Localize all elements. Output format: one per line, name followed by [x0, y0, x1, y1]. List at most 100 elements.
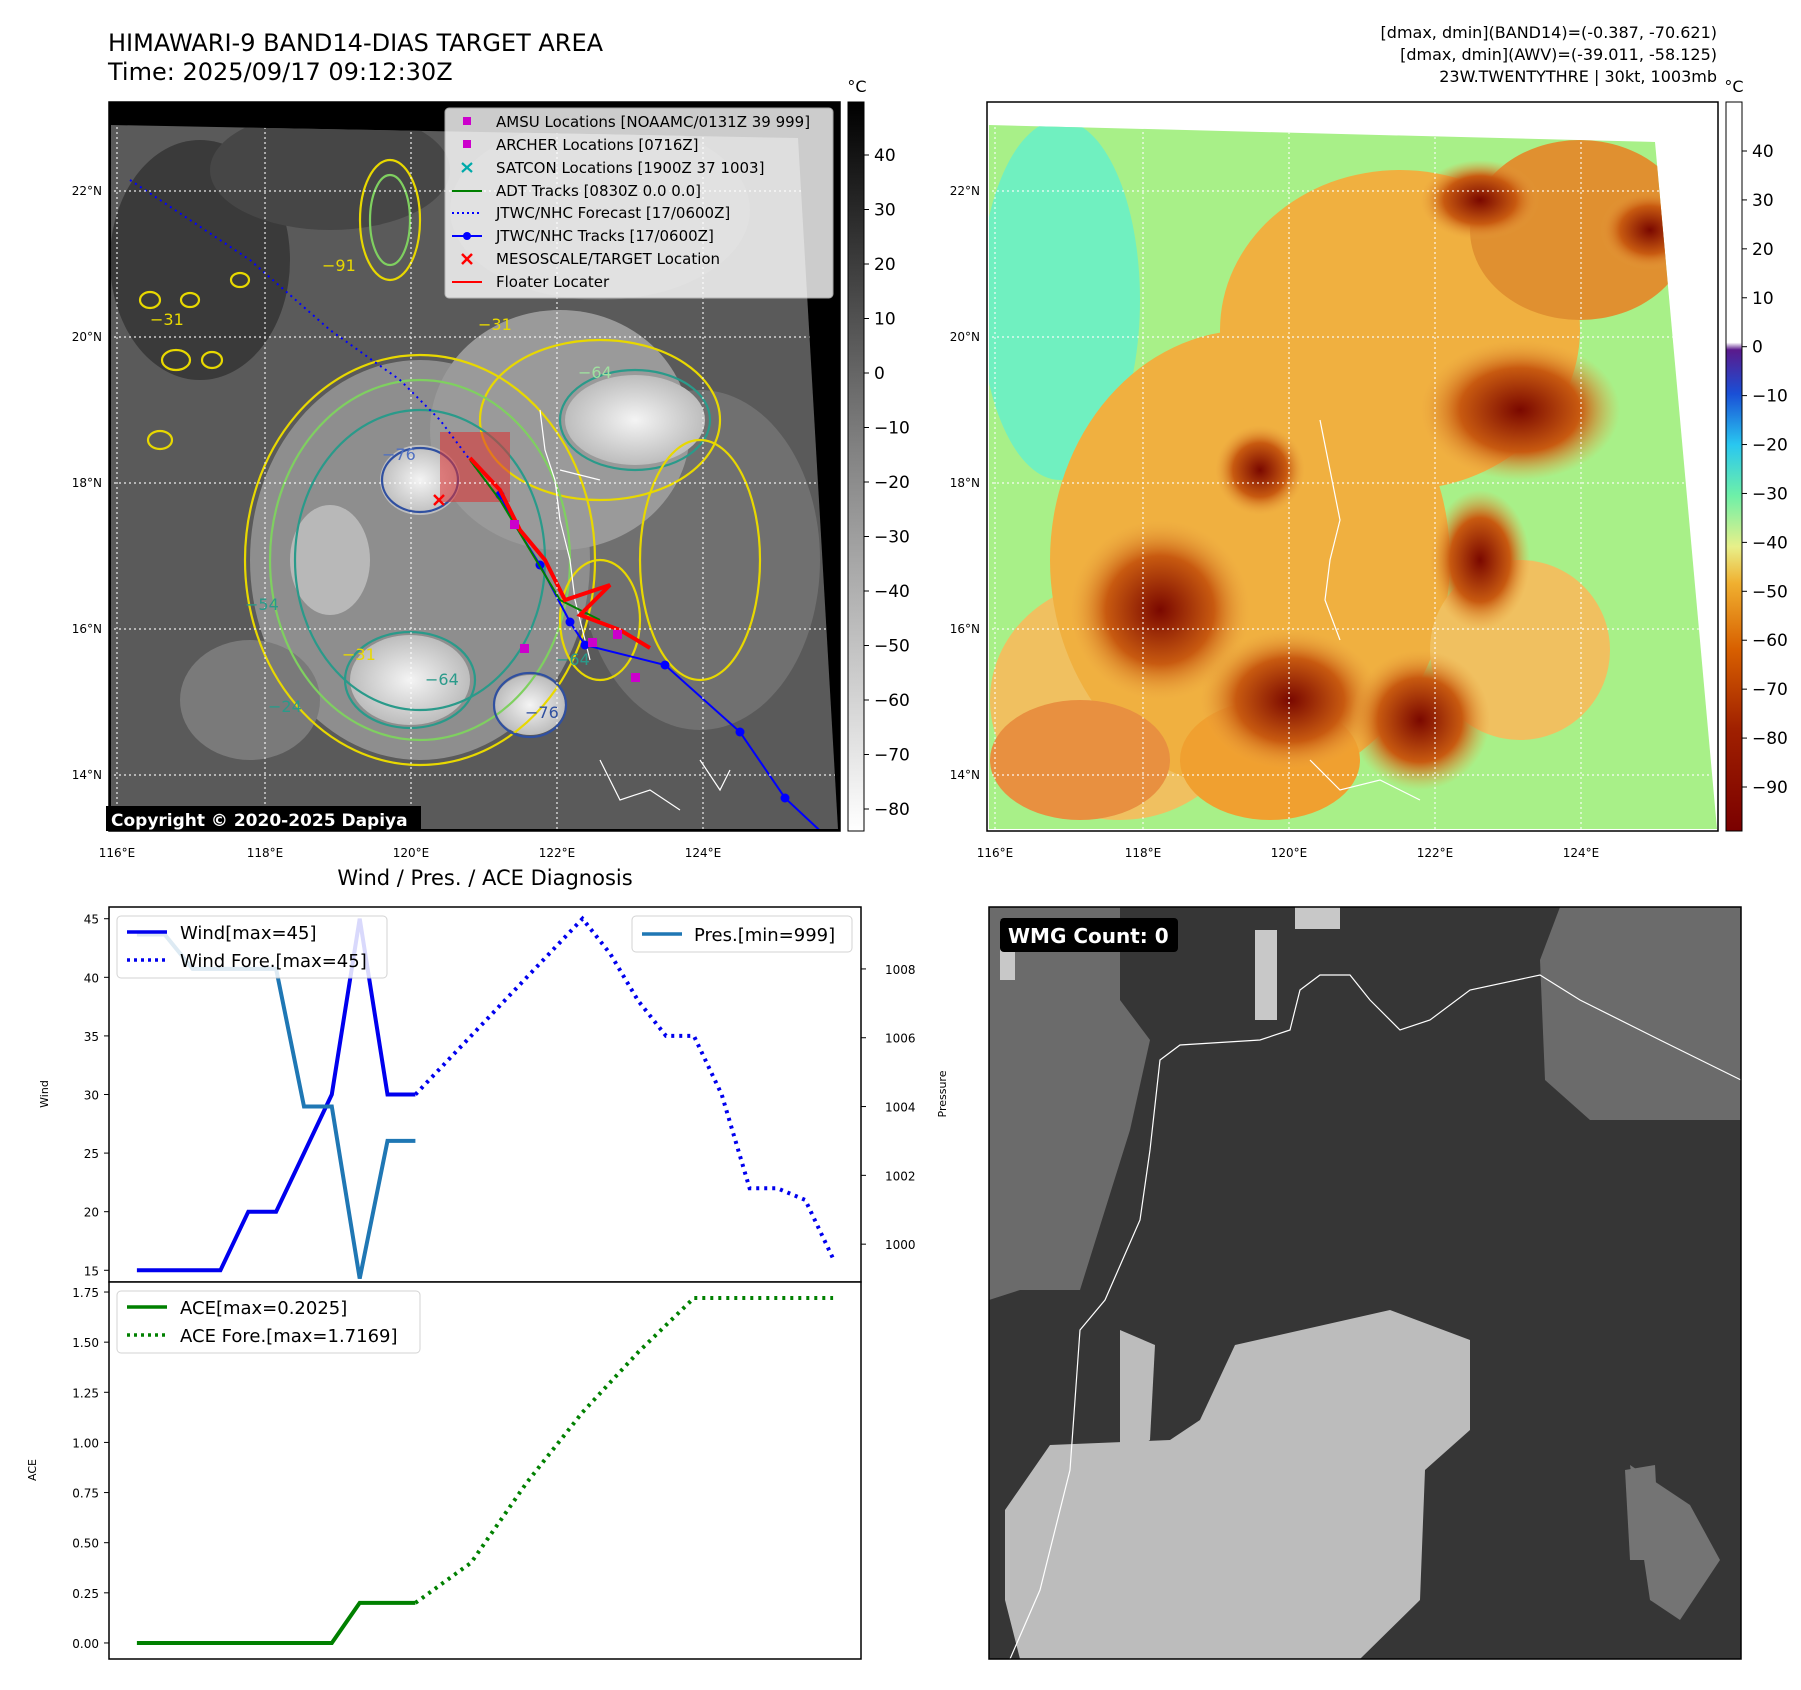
pressure-tick-label: 1002: [885, 1169, 916, 1183]
lon-label: 118°E: [1125, 846, 1162, 860]
ace-chart: 0.00 0.25 0.50 0.75 1.00 1.25 1.50 1.75 ACE ACE…: [26, 1281, 862, 1660]
legend-tracks: JTWC/NHC Tracks [17/0600Z]: [495, 227, 714, 245]
lat-label: 18°N: [72, 476, 102, 490]
right-colorbar-unit: °C: [1724, 77, 1743, 96]
gray-colorbar-tick-label: 20: [874, 255, 896, 275]
series-line-1: [413, 915, 835, 1260]
lat-label: 14°N: [72, 768, 102, 782]
legend-satcon: SATCON Locations [1900Z 37 1003]: [496, 159, 764, 177]
stats-band14: [dmax, dmin](BAND14)=(-0.387, -70.621): [1381, 23, 1717, 42]
contour-label: −76: [382, 445, 416, 464]
color-colorbar-tick-label: 30: [1752, 191, 1774, 211]
contour-label: −54: [245, 595, 279, 614]
legend-wind-forecast: Wind Fore.[max=45]: [180, 951, 367, 972]
wmg-imagery: [989, 907, 1741, 1659]
ace-tick-label: 1.25: [72, 1386, 99, 1400]
right-colorbar: [1725, 101, 1743, 832]
lat-label: 18°N: [950, 476, 980, 490]
lat-label: 22°N: [72, 184, 102, 198]
gray-colorbar-tick-label: −40: [874, 582, 910, 602]
color-colorbar-tick-label: −90: [1752, 778, 1788, 798]
figure-title: HIMAWARI-9 BAND14-DIAS TARGET AREA: [108, 29, 604, 57]
ace-legend: ACE[max=0.2025] ACE Fore.[max=1.7169]: [116, 1290, 421, 1354]
legend-floater: Floater Locater: [496, 273, 610, 291]
lat-label: 14°N: [950, 768, 980, 782]
gray-colorbar-tick-label: −10: [874, 419, 910, 439]
legend-wind: Wind[max=45]: [180, 923, 317, 944]
lat-label: 22°N: [950, 184, 980, 198]
pressure-tick-label: 1004: [885, 1101, 916, 1115]
pressure-tick-label: 1000: [885, 1238, 916, 1252]
gray-colorbar-tick-label: −20: [874, 473, 910, 493]
color-colorbar-tick-label: −60: [1752, 631, 1788, 651]
color-colorbar-tick-label: −20: [1752, 436, 1788, 456]
ace-tick-label: 0.25: [72, 1587, 99, 1601]
gray-colorbar-tick-label: 0: [874, 364, 885, 384]
right-map-panel: 116°E 118°E 120°E 122°E 124°E 22°N 20°N …: [950, 77, 1788, 860]
left-colorbar-unit: °C: [847, 77, 866, 96]
legend-archer: ARCHER Locations [0716Z]: [496, 136, 699, 154]
color-colorbar-tick-label: 0: [1752, 338, 1763, 358]
left-colorbar: [847, 101, 865, 832]
color-colorbar-tick-label: −50: [1752, 582, 1788, 602]
color-colorbar-tick-label: −70: [1752, 680, 1788, 700]
copyright-label: Copyright © 2020-2025 Dapiya: [111, 811, 408, 831]
wind-tick-label: 40: [84, 971, 99, 985]
series-line-0: [136, 918, 416, 1273]
ace-tick-label: 0.50: [72, 1537, 99, 1551]
contour-label: −76: [525, 703, 559, 722]
legend-amsu: AMSU Locations [NOAAMC/0131Z 39 999]: [496, 113, 810, 131]
pressure-tick-label: 1008: [885, 963, 916, 977]
color-colorbar-tick-label: −30: [1752, 484, 1788, 504]
stats-awv: [dmax, dmin](AWV)=(-39.011, -58.125): [1400, 45, 1717, 64]
contour-label: −64: [425, 670, 459, 689]
lat-label: 20°N: [72, 330, 102, 344]
pressure-tick-label: 1006: [885, 1032, 916, 1046]
contour-label: −64: [556, 650, 590, 669]
lon-label: 120°E: [393, 846, 430, 860]
wind-tick-label: 35: [84, 1030, 99, 1044]
wind-tick-label: 30: [84, 1089, 99, 1103]
ace-axis-label: ACE: [26, 1459, 39, 1481]
color-colorbar-tick-label: −80: [1752, 729, 1788, 749]
lon-label: 124°E: [685, 846, 722, 860]
color-colorbar-tick-label: −10: [1752, 387, 1788, 407]
wmg-panel: WMG Count: 0: [988, 906, 1742, 1660]
lon-label: 116°E: [977, 846, 1014, 860]
wind-tick-label: 45: [84, 913, 99, 927]
gray-colorbar-tick-label: −70: [874, 746, 910, 766]
enhanced-imagery: [989, 125, 1717, 829]
color-colorbar-tick-label: −40: [1752, 533, 1788, 553]
color-colorbar-tick-label: 20: [1752, 240, 1774, 260]
lon-label: 122°E: [1417, 846, 1454, 860]
gray-colorbar-tick-label: −30: [874, 528, 910, 548]
pressure-axis-label: Pressure: [936, 1070, 949, 1117]
lon-label: 116°E: [99, 846, 136, 860]
legend-target: MESOSCALE/TARGET Location: [496, 250, 720, 268]
chart-title: Wind / Pres. / ACE Diagnosis: [337, 866, 632, 890]
ace-tick-label: 0.00: [72, 1637, 99, 1651]
stats-storm: 23W.TWENTYTHRE | 30kt, 1003mb: [1439, 67, 1717, 86]
lon-label: 120°E: [1271, 846, 1308, 860]
gray-colorbar-tick-label: 30: [874, 201, 896, 221]
gray-colorbar-tick-label: 40: [874, 146, 896, 166]
wind-tick-label: 15: [84, 1264, 99, 1278]
ace-series-line-1: [414, 1296, 834, 1605]
ace-tick-label: 1.75: [72, 1286, 99, 1300]
contour-label: −91: [322, 256, 356, 275]
lat-label: 20°N: [950, 330, 980, 344]
left-map-panel: −91 −31 −64 −76 −54 −24 −31 −64 −76 −64 …: [72, 77, 910, 860]
ace-tick-label: 0.75: [72, 1487, 99, 1501]
legend-forecast: JTWC/NHC Forecast [17/0600Z]: [495, 204, 730, 222]
left-map-legend: AMSU Locations [NOAAMC/0131Z 39 999] ARC…: [444, 107, 834, 299]
wind-pres-chart: 15 20 25 30 35 40 45 1000 1002 1004 1006 1008 Wind…: [38, 906, 949, 1283]
wind-tick-label: 20: [84, 1206, 99, 1220]
contour-label: −24: [268, 697, 302, 716]
contour-label: −31: [342, 645, 376, 664]
gray-colorbar-tick-label: −80: [874, 800, 910, 820]
legend-ace-forecast: ACE Fore.[max=1.7169]: [180, 1326, 398, 1347]
wind-axis-label: Wind: [38, 1080, 51, 1108]
ace-tick-label: 1.50: [72, 1336, 99, 1350]
legend-ace: ACE[max=0.2025]: [180, 1298, 347, 1319]
